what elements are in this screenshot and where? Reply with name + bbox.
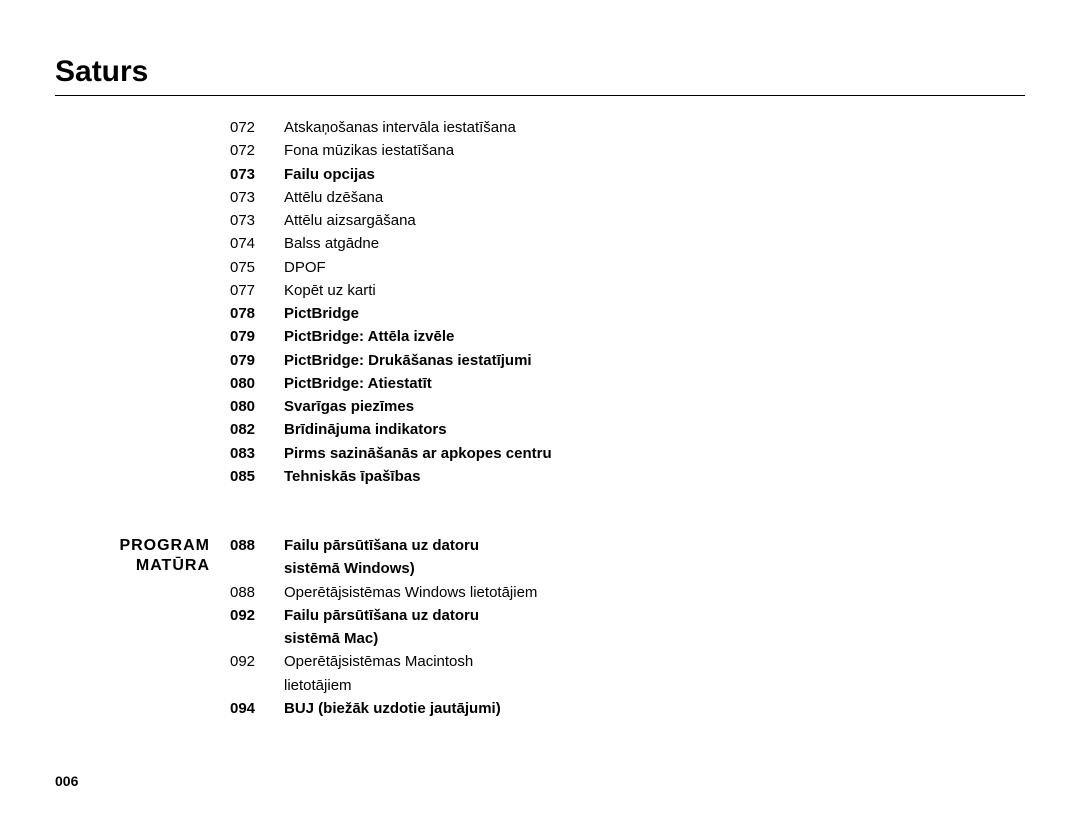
toc-page-num: 075 <box>230 256 270 279</box>
toc-row: 079PictBridge: Drukāšanas iestatījumi <box>230 349 1025 372</box>
toc-page-num: 083 <box>230 442 270 465</box>
title-rule <box>55 95 1025 96</box>
toc-page-num: 073 <box>230 209 270 232</box>
toc-page-num: 072 <box>230 139 270 162</box>
toc-title: Brīdinājuma indikators <box>270 418 1025 441</box>
toc-page-num: 080 <box>230 372 270 395</box>
page-title: Saturs <box>55 55 1025 89</box>
page-number: 006 <box>55 773 78 789</box>
toc-title: PictBridge: Atiestatīt <box>270 372 1025 395</box>
toc-title: Balss atgādne <box>270 232 1025 255</box>
toc-row: 080PictBridge: Atiestatīt <box>230 372 1025 395</box>
toc-title: PictBridge: Drukāšanas iestatījumi <box>270 349 1025 372</box>
toc-row: 094BUJ (biežāk uzdotie jautājumi) <box>230 697 1025 720</box>
toc-title: DPOF <box>270 256 1025 279</box>
toc-title: sistēmā Mac) <box>270 627 1025 650</box>
toc-page-num: 079 <box>230 349 270 372</box>
toc-title: PictBridge: Attēla izvēle <box>270 325 1025 348</box>
toc-title: Fona mūzikas iestatīšana <box>270 139 1025 162</box>
toc-title: Kopēt uz karti <box>270 279 1025 302</box>
toc-row: 092Failu pārsūtīšana uz datoru <box>230 604 1025 627</box>
section-label-programmatura: PROGRAM MATŪRA <box>55 536 210 576</box>
toc-title: Attēlu aizsargāšana <box>270 209 1025 232</box>
toc-title: Svarīgas piezīmes <box>270 395 1025 418</box>
toc-row: 073Failu opcijas <box>230 163 1025 186</box>
toc-page-num: 073 <box>230 163 270 186</box>
section-label-line1: PROGRAM <box>119 537 210 554</box>
toc-row: 080Svarīgas piezīmes <box>230 395 1025 418</box>
toc-title: Failu pārsūtīšana uz datoru <box>270 604 1025 627</box>
toc-title: Pirms sazināšanās ar apkopes centru <box>270 442 1025 465</box>
toc-page-num: 092 <box>230 604 270 627</box>
toc-row: 092Operētājsistēmas Macintosh <box>230 650 1025 673</box>
section-label-col: PROGRAM MATŪRA <box>55 534 210 746</box>
toc-title: sistēmā Windows) <box>270 557 1025 580</box>
toc-title: Attēlu dzēšana <box>270 186 1025 209</box>
toc-block-continued: 072Atskaņošanas intervāla iestatīšana072… <box>55 116 1025 514</box>
toc-title: Failu opcijas <box>270 163 1025 186</box>
toc-page-num: 072 <box>230 116 270 139</box>
toc-page-num: 088 <box>230 581 270 604</box>
toc-page-num: 085 <box>230 465 270 488</box>
toc-title: Failu pārsūtīšana uz datoru <box>270 534 1025 557</box>
toc-page-num: 082 <box>230 418 270 441</box>
page-container: Saturs 072Atskaņošanas intervāla iestatī… <box>0 0 1080 815</box>
toc-row: 088Operētājsistēmas Windows lietotājiem <box>230 581 1025 604</box>
toc-page-num: 094 <box>230 697 270 720</box>
toc-title: Operētājsistēmas Windows lietotājiem <box>270 581 1025 604</box>
toc-title: Tehniskās īpašības <box>270 465 1025 488</box>
toc-row: 078PictBridge <box>230 302 1025 325</box>
toc-page-num: 088 <box>230 534 270 557</box>
toc-row: 088Failu pārsūtīšana uz datoru <box>230 534 1025 557</box>
toc-block-programmatura: PROGRAM MATŪRA 088Failu pārsūtīšana uz d… <box>55 534 1025 746</box>
toc-page-num: 074 <box>230 232 270 255</box>
toc-page-num: 079 <box>230 325 270 348</box>
toc-title: Operētājsistēmas Macintosh <box>270 650 1025 673</box>
toc-entries-continued: 072Atskaņošanas intervāla iestatīšana072… <box>210 116 1025 488</box>
toc-page-num: 077 <box>230 279 270 302</box>
toc-page-num: 080 <box>230 395 270 418</box>
toc-row: sistēmā Windows) <box>230 557 1025 580</box>
toc-row: sistēmā Mac) <box>230 627 1025 650</box>
toc-entries-programmatura: 088Failu pārsūtīšana uz datorusistēmā Wi… <box>210 534 1025 720</box>
toc-page-num: 092 <box>230 650 270 673</box>
toc-page-num: 073 <box>230 186 270 209</box>
toc-row: 074Balss atgādne <box>230 232 1025 255</box>
toc-page-num: 078 <box>230 302 270 325</box>
toc-row: 075DPOF <box>230 256 1025 279</box>
toc-row: 073Attēlu aizsargāšana <box>230 209 1025 232</box>
toc-row: 079PictBridge: Attēla izvēle <box>230 325 1025 348</box>
toc-row: 077Kopēt uz karti <box>230 279 1025 302</box>
section-label-col <box>55 116 210 514</box>
toc-title: Atskaņošanas intervāla iestatīšana <box>270 116 1025 139</box>
toc-row: 072Fona mūzikas iestatīšana <box>230 139 1025 162</box>
toc-row: 085Tehniskās īpašības <box>230 465 1025 488</box>
toc-row: 073Attēlu dzēšana <box>230 186 1025 209</box>
toc-row: 082Brīdinājuma indikators <box>230 418 1025 441</box>
toc-title: BUJ (biežāk uzdotie jautājumi) <box>270 697 1025 720</box>
section-label-line2: MATŪRA <box>136 557 210 574</box>
toc-row: lietotājiem <box>230 674 1025 697</box>
toc-title: PictBridge <box>270 302 1025 325</box>
toc-row: 072Atskaņošanas intervāla iestatīšana <box>230 116 1025 139</box>
toc-row: 083Pirms sazināšanās ar apkopes centru <box>230 442 1025 465</box>
toc-title: lietotājiem <box>270 674 1025 697</box>
